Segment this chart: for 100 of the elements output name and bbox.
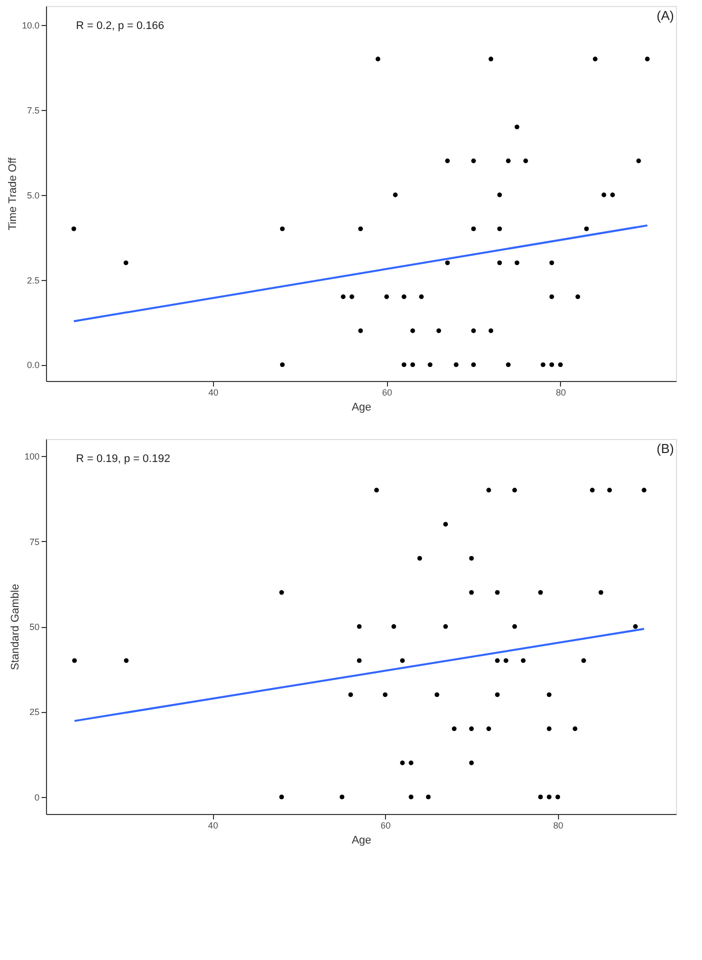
point [602, 192, 606, 198]
point [590, 488, 595, 492]
point [443, 624, 448, 629]
point [497, 226, 502, 232]
x-tick-label: 60 [380, 820, 391, 830]
point [340, 794, 344, 800]
point [598, 590, 604, 595]
y-tick-label: 7.5 [26, 105, 40, 116]
point [356, 624, 362, 629]
point [546, 692, 552, 698]
point [279, 794, 284, 800]
point [400, 658, 405, 663]
point [538, 794, 543, 800]
point [495, 590, 500, 595]
point [486, 726, 492, 732]
point [471, 226, 476, 232]
point [471, 158, 476, 164]
point [633, 624, 638, 629]
point [417, 556, 422, 561]
y-tick-label: 50 [29, 622, 40, 632]
point [581, 658, 586, 663]
point [471, 362, 476, 368]
point [572, 726, 578, 732]
point [610, 192, 615, 198]
point [514, 260, 520, 266]
x-tick-label: 40 [208, 820, 218, 830]
point [555, 794, 560, 800]
point [384, 294, 389, 300]
point [400, 760, 405, 766]
y-tick-label: 2.5 [26, 275, 40, 286]
point [356, 658, 362, 663]
y-tick-label: 10.0 [22, 20, 40, 31]
point [523, 158, 528, 164]
point [419, 294, 424, 300]
point [402, 362, 406, 368]
x-tick-label: 80 [556, 388, 566, 398]
point [497, 192, 502, 198]
point [279, 590, 284, 595]
point [340, 294, 346, 300]
point [642, 488, 646, 492]
point [408, 794, 414, 800]
annotation: (B) [656, 441, 674, 456]
point [549, 260, 554, 266]
point [392, 192, 398, 198]
point [506, 362, 511, 368]
y-tick-label: 25 [29, 707, 40, 718]
point [469, 590, 474, 595]
point [382, 692, 388, 698]
point [443, 522, 448, 527]
y-tick-label: 5.0 [26, 190, 40, 200]
annotation: R = 0.2, p = 0.166 [76, 20, 164, 32]
point [546, 726, 552, 732]
point [350, 294, 354, 300]
point [445, 158, 450, 164]
point [471, 328, 476, 334]
annotation: R = 0.19, p = 0.192 [76, 453, 170, 465]
point [124, 260, 128, 266]
point [538, 590, 543, 595]
point [469, 556, 474, 561]
point [584, 226, 589, 232]
point [514, 124, 520, 130]
x-axis-title: Age [352, 402, 372, 414]
x-tick-label: 80 [553, 820, 564, 830]
point [124, 658, 129, 663]
point [410, 362, 416, 368]
point [504, 658, 508, 663]
x-tick-label: 60 [382, 388, 392, 398]
point [592, 56, 598, 62]
y-tick-label: 0 [34, 792, 40, 802]
point [410, 328, 416, 334]
point [512, 488, 517, 492]
point [520, 658, 526, 663]
point [549, 362, 554, 368]
point [280, 362, 285, 368]
point [644, 56, 650, 62]
point [436, 328, 442, 334]
x-tick-label: 40 [208, 388, 218, 398]
point [402, 294, 406, 300]
point [445, 260, 450, 266]
point [374, 488, 379, 492]
point [280, 226, 285, 232]
point [391, 624, 396, 629]
point [495, 658, 500, 663]
x-axis-title: Age [352, 834, 372, 846]
point [497, 260, 502, 266]
point [540, 362, 546, 368]
point [452, 726, 457, 732]
point [426, 794, 431, 800]
point [546, 794, 552, 800]
point [358, 226, 363, 232]
point [71, 226, 76, 232]
point [469, 760, 474, 766]
point [454, 362, 458, 368]
point [434, 692, 440, 698]
y-axis-title: Time Trade Off [6, 156, 19, 230]
point [486, 488, 492, 492]
point [506, 158, 511, 164]
point [488, 328, 494, 334]
point [72, 658, 77, 663]
point [636, 158, 641, 164]
